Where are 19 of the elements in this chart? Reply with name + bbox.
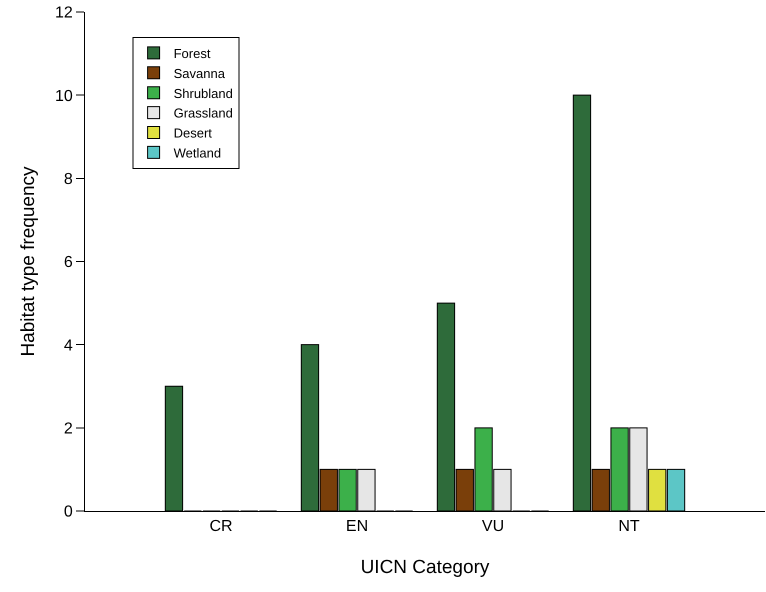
- x-tick-label: EN: [346, 518, 368, 536]
- x-axis-title: UICN Category: [360, 557, 490, 578]
- y-tick-label: 8: [64, 170, 73, 188]
- y-tick-label: 0: [64, 504, 73, 521]
- legend-label: Shrubland: [174, 86, 233, 101]
- x-tick-label: VU: [482, 518, 504, 536]
- x-tick-label: NT: [618, 518, 640, 536]
- legend-label: Wetland: [174, 145, 222, 160]
- legend-label: Forest: [174, 46, 211, 61]
- y-axis-title: Habitat type frequency: [18, 166, 39, 357]
- y-tick-label: 4: [64, 337, 73, 354]
- y-tick-label: 12: [55, 4, 73, 22]
- y-tick-label: 10: [55, 88, 73, 105]
- y-tick-label: 2: [64, 420, 73, 438]
- legend-label: Desert: [174, 126, 212, 141]
- y-tick-label: 6: [64, 254, 73, 272]
- x-tick-label: CR: [209, 518, 233, 536]
- legend-label: Grassland: [174, 106, 233, 121]
- legend-label: Savanna: [174, 66, 226, 81]
